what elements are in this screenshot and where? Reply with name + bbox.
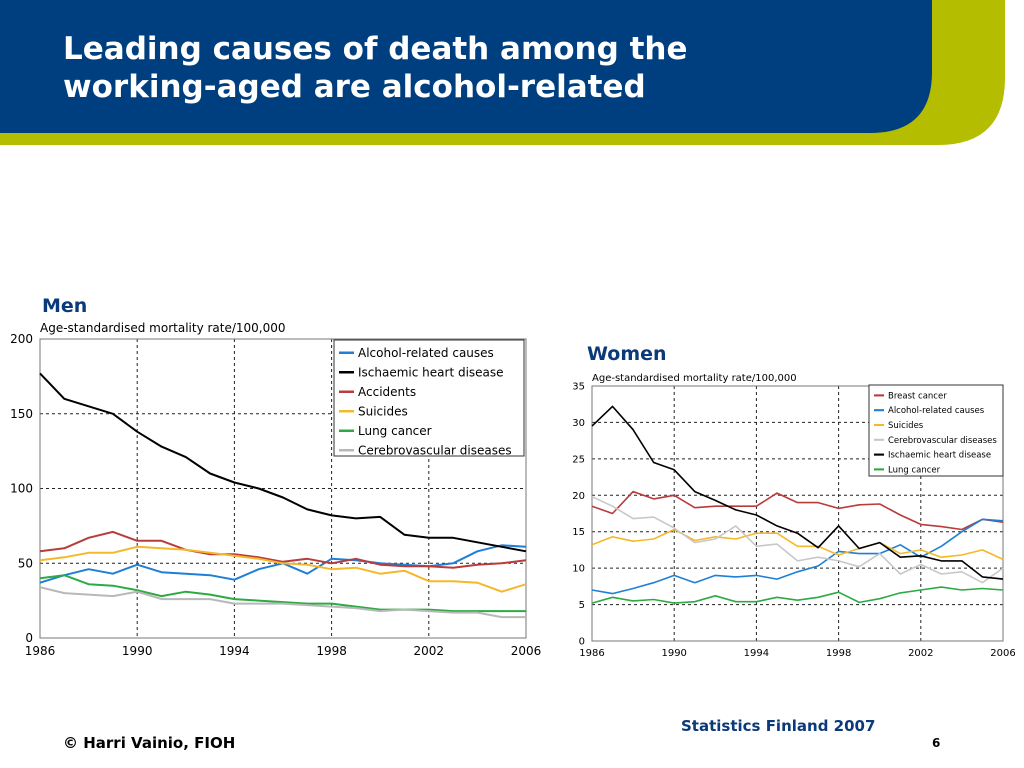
x-tick-label: 2002 [414,644,445,658]
y-tick-label: 0 [579,637,585,648]
series-line-alcohol-related-causes [591,518,1004,595]
series-line-ischaemic-heart-disease [39,372,527,553]
series-line-cerebrovascular-diseases [591,495,1004,584]
slide-title-line2: working-aged are alcohol-related [63,69,646,105]
y-tick-label: 30 [572,418,585,429]
x-tick-label: 1990 [661,648,686,659]
x-tick-label: 2006 [511,644,542,658]
series-line-ischaemic-heart-disease [591,405,1004,580]
series-line-breast-cancer [591,490,1004,531]
header-background [0,0,932,133]
plot-frame [39,338,527,639]
y-tick-label: 20 [572,491,585,502]
x-tick-label: 1986 [579,648,604,659]
y-tick-label: 100 [10,482,33,496]
x-tick-label: 1986 [25,644,56,658]
legend-entry: Accidents [358,385,416,399]
women-mortality-chart: Age-standardised mortality rate/100,000 0… [572,373,1015,659]
x-tick-label: 1998 [826,648,851,659]
y-tick-label: 5 [579,600,585,611]
x-tick-label: 2006 [990,648,1015,659]
y-tick-label: 15 [572,527,585,538]
men-mortality-chart: Age-standardised mortality rate/100,000 0… [10,321,542,658]
y-tick-label: 0 [25,631,33,645]
source-caption: Statistics Finland 2007 [681,717,876,735]
y-tick-label: 25 [572,454,585,465]
series-line-suicides [591,528,1004,561]
x-tick-label: 1990 [122,644,153,658]
series-line-lung-cancer [591,586,1004,604]
y-tick-label: 150 [10,407,33,421]
legend-box [868,384,1004,477]
women-panel-label: Women [587,343,667,365]
x-tick-label: 2002 [908,648,933,659]
legend-entry: Cerebrovascular diseases [888,436,997,446]
legend-entry: Cerebrovascular diseases [358,443,512,457]
y-axis-label: Age-standardised mortality rate/100,000 [40,321,286,335]
x-tick-label: 1994 [744,648,769,659]
x-tick-label: 1994 [219,644,250,658]
y-tick-label: 10 [572,564,585,575]
y-tick-label: 35 [572,382,585,393]
series-line-suicides [39,545,527,593]
x-tick-label: 1998 [316,644,347,658]
y-tick-label: 200 [10,332,33,346]
y-axis-label: Age-standardised mortality rate/100,000 [592,373,797,384]
copyright-text: © Harri Vainio, FIOH [63,734,236,752]
legend-entry: Lung cancer [358,424,432,438]
legend-box [333,339,525,457]
legend-entry: Alcohol-related causes [358,346,494,360]
legend-entry: Ischaemic heart disease [358,365,504,379]
series-line-cerebrovascular-diseases [39,586,526,619]
legend-entry: Breast cancer [888,391,947,401]
legend-entry: Suicides [888,421,924,431]
legend-entry: Ischaemic heart disease [888,451,991,461]
series-line-lung-cancer [39,574,526,613]
page-number: 6 [932,736,941,750]
slide-title-line1: Leading causes of death among the [63,31,688,67]
men-panel-label: Men [42,295,88,317]
plot-frame [591,385,1004,642]
series-line-accidents [39,530,527,569]
y-tick-label: 50 [18,556,33,570]
legend-entry: Lung cancer [888,465,941,475]
legend-entry: Alcohol-related causes [888,406,985,416]
header-banner [0,0,1005,145]
slide-title: Leading causes of death among the workin… [63,30,688,106]
legend-entry: Suicides [358,404,408,418]
